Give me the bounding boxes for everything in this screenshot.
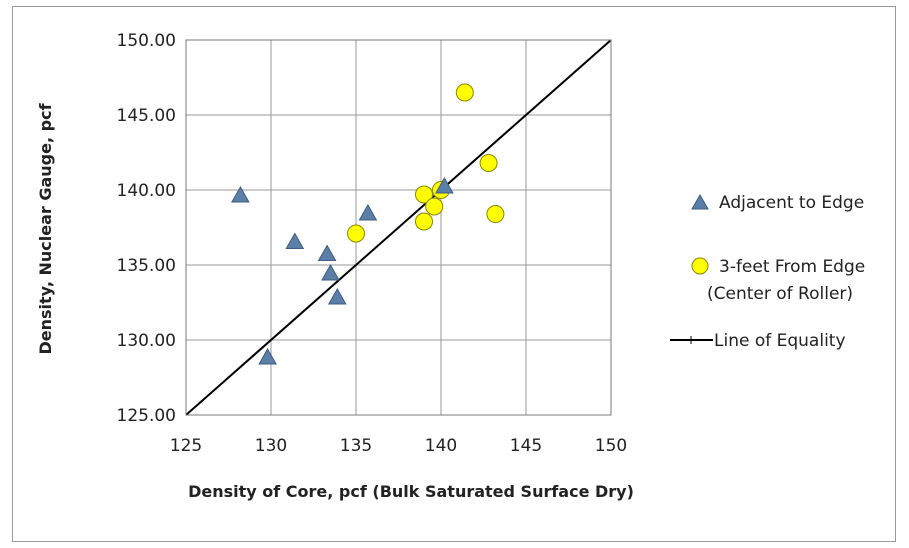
plot-area-border [185,39,612,416]
legend-label-3-feet-from-edge: 3-feet From Edge [719,257,865,277]
point-3-feet-from-edge [425,197,444,216]
legend-triangle-marker [691,193,709,210]
point-3-feet-from-edge [455,83,474,102]
x-tick-label: 150 [595,436,627,456]
point-3-feet-from-edge [486,205,505,223]
point-adjacent-to-edge [321,263,340,281]
legend: Adjacent to Edge 3-feet From Edge (Cente… [670,193,865,351]
y-tick-label: 125.00 [117,406,176,426]
plot-border [185,39,612,416]
y-tick-label: 150.00 [117,31,176,51]
point-3-feet-from-edge [415,185,433,204]
legend-label-adjacent-to-edge: Adjacent to Edge [719,193,864,213]
point-adjacent-to-edge [435,176,454,194]
x-tick-label: 145 [510,436,542,456]
legend-circle-marker [691,257,709,275]
legend-label-center-of-roller: (Center of Roller) [707,284,853,304]
point-3-feet-from-edge [415,212,433,231]
point-adjacent-to-edge [358,203,378,221]
point-adjacent-to-edge [317,244,337,261]
point-3-feet-from-edge [347,224,365,243]
chart-frame: 125 130 135 140 145 150 125.00 130.00 135.00 140… [12,6,896,542]
point-adjacent-to-edge [285,232,305,249]
point-adjacent-to-edge [327,287,347,305]
x-tick-labels: 125 130 135 140 145 150 [170,436,627,456]
y-axis-title: Density, Nuclear Gauge, pcf [36,102,55,354]
equality-line-group [185,39,612,416]
y-tick-label: 145.00 [117,106,176,126]
point-3-feet-from-edge [479,154,498,172]
y-tick-label: 130.00 [117,331,176,351]
x-axis-title: Density of Core, pcf (Bulk Saturated Sur… [188,482,634,501]
x-tick-label: 135 [340,436,372,456]
x-tick-label: 125 [170,436,202,456]
line-of-equality [185,39,612,416]
point-adjacent-to-edge [231,185,250,203]
point-adjacent-to-edge [258,347,277,365]
scatter-chart: 125 130 135 140 145 150 125.00 130.00 135.00 140… [36,31,865,501]
y-tick-label: 135.00 [117,256,176,276]
y-tick-label: 140.00 [117,181,176,201]
data-points [231,83,505,365]
x-tick-label: 140 [425,436,457,456]
x-tick-label: 130 [255,436,287,456]
y-tick-labels: 125.00 130.00 135.00 140.00 145.00 150.00 [117,31,176,426]
legend-label-line-of-equality: Line of Equality [714,331,846,351]
